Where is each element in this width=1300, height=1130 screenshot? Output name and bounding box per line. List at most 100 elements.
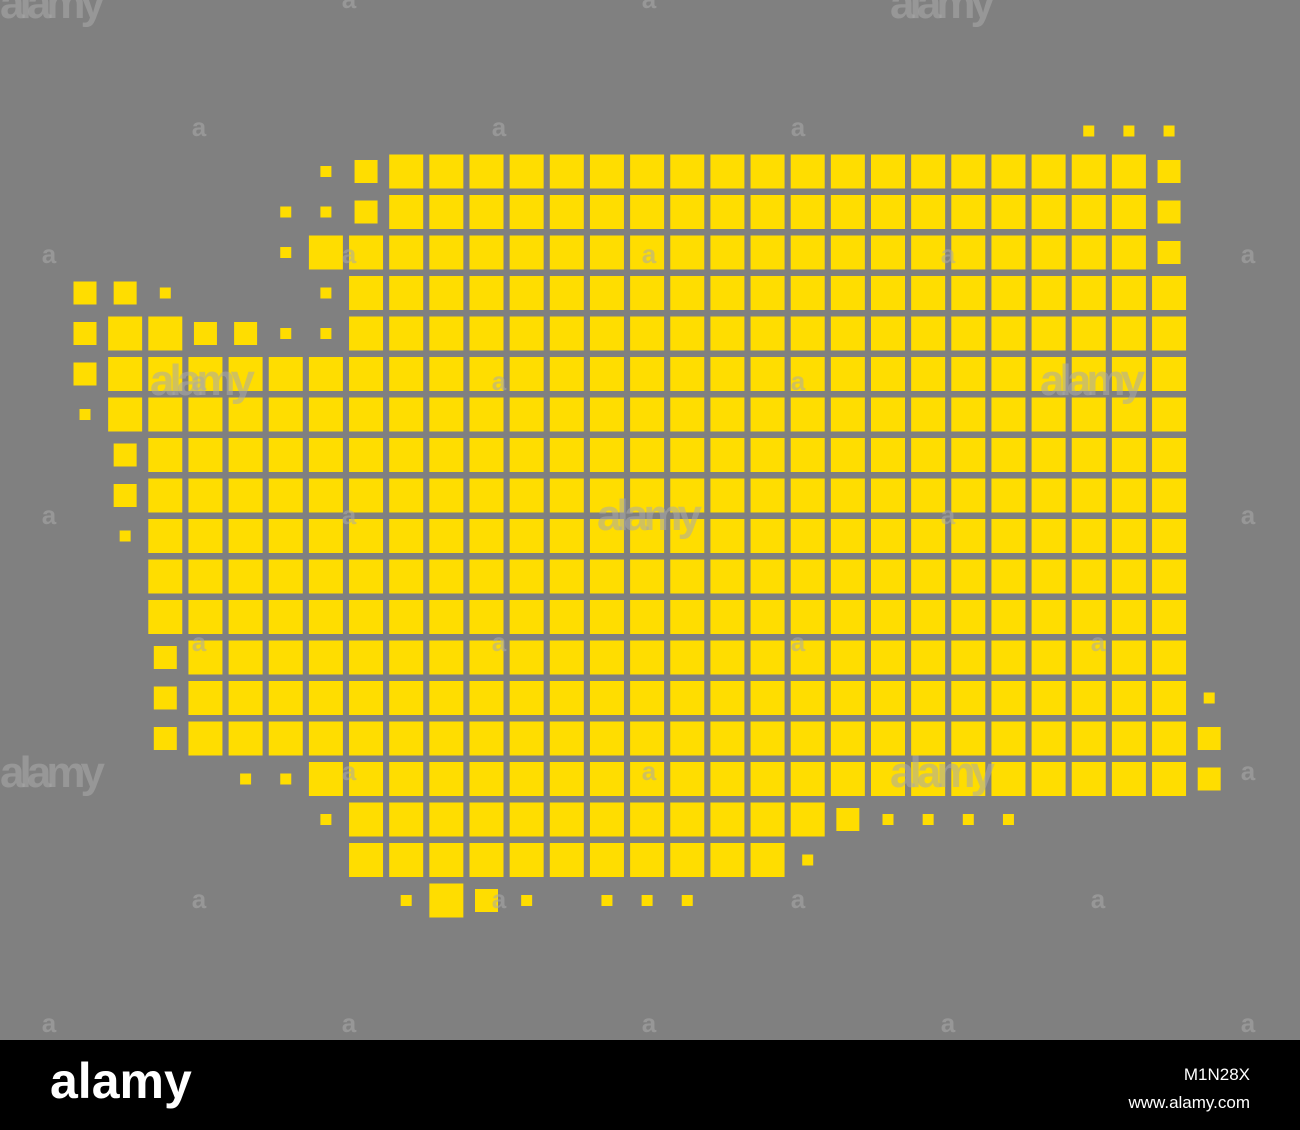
tile — [871, 721, 905, 756]
tile — [349, 397, 384, 432]
tile — [549, 519, 584, 553]
tile — [790, 559, 825, 594]
tile — [830, 195, 865, 229]
tile — [148, 438, 183, 472]
tile — [871, 478, 905, 513]
tile — [549, 721, 584, 756]
tile — [320, 166, 332, 177]
tile — [268, 357, 303, 391]
tile — [1031, 357, 1066, 391]
watermark-mark: a — [642, 1008, 657, 1038]
tile — [710, 397, 745, 432]
tile — [750, 600, 785, 634]
tile — [670, 600, 705, 634]
tile — [349, 276, 384, 310]
tile — [750, 559, 785, 594]
tile — [710, 802, 745, 837]
tile — [509, 154, 544, 189]
tile — [670, 640, 705, 675]
tile — [268, 600, 303, 634]
tile — [389, 397, 424, 432]
tile — [871, 600, 905, 634]
tile — [469, 276, 504, 310]
tile — [951, 600, 986, 634]
tile — [790, 235, 825, 270]
watermark-mark: a — [791, 627, 806, 657]
tile — [429, 195, 464, 229]
tile — [228, 478, 263, 513]
tile — [268, 478, 303, 513]
tile — [1123, 125, 1135, 137]
tile — [750, 640, 785, 675]
tile — [429, 762, 464, 796]
tile — [509, 316, 544, 351]
tile — [1031, 600, 1066, 634]
tile — [1197, 767, 1221, 791]
tile — [911, 276, 946, 310]
tile — [589, 235, 624, 270]
tile — [911, 762, 946, 796]
footer-url: www.alamy.com — [1127, 1093, 1250, 1112]
watermark-text: alamy — [0, 0, 106, 28]
tile — [951, 438, 986, 472]
tile — [630, 154, 665, 189]
tile — [670, 235, 705, 270]
watermark-mark: a — [642, 0, 657, 14]
tile — [1031, 559, 1066, 594]
tile — [750, 154, 785, 189]
tile — [108, 316, 143, 351]
tile — [991, 235, 1026, 270]
tile — [630, 559, 665, 594]
tile — [710, 600, 745, 634]
tile — [349, 357, 384, 391]
tile — [308, 397, 343, 432]
tile — [159, 287, 171, 299]
tile — [911, 397, 946, 432]
tile — [630, 600, 665, 634]
tile — [710, 276, 745, 310]
tile — [630, 195, 665, 229]
tile — [1071, 519, 1106, 553]
tile — [349, 802, 384, 837]
tile — [509, 559, 544, 594]
tile — [991, 559, 1026, 594]
tile — [1031, 154, 1066, 189]
tile — [469, 681, 504, 715]
tile — [1152, 478, 1187, 513]
tile — [670, 478, 705, 513]
tile — [1071, 721, 1106, 756]
tile — [951, 397, 986, 432]
tile — [308, 438, 343, 472]
watermark-mark: a — [1091, 884, 1106, 914]
tile — [1031, 195, 1066, 229]
tile — [589, 276, 624, 310]
tile — [1163, 125, 1175, 137]
tile — [830, 316, 865, 351]
tile — [349, 519, 384, 553]
tile — [113, 281, 137, 305]
tile — [509, 195, 544, 229]
tile — [750, 519, 785, 553]
tile — [429, 316, 464, 351]
tile — [389, 154, 424, 189]
tile — [1152, 721, 1187, 756]
tile — [1111, 154, 1146, 189]
tile — [951, 559, 986, 594]
tile — [1031, 438, 1066, 472]
tile — [549, 762, 584, 796]
tile — [389, 600, 424, 634]
tile — [830, 438, 865, 472]
watermark-mark: a — [492, 366, 507, 396]
tile — [911, 154, 946, 189]
tile — [429, 802, 464, 837]
tile — [1111, 721, 1146, 756]
tile — [630, 276, 665, 310]
tile — [389, 438, 424, 472]
tile — [951, 478, 986, 513]
tile — [830, 721, 865, 756]
tile — [1071, 762, 1106, 796]
watermark-mark: a — [791, 366, 806, 396]
tile — [911, 681, 946, 715]
tile — [1152, 276, 1187, 310]
tile — [951, 762, 986, 796]
